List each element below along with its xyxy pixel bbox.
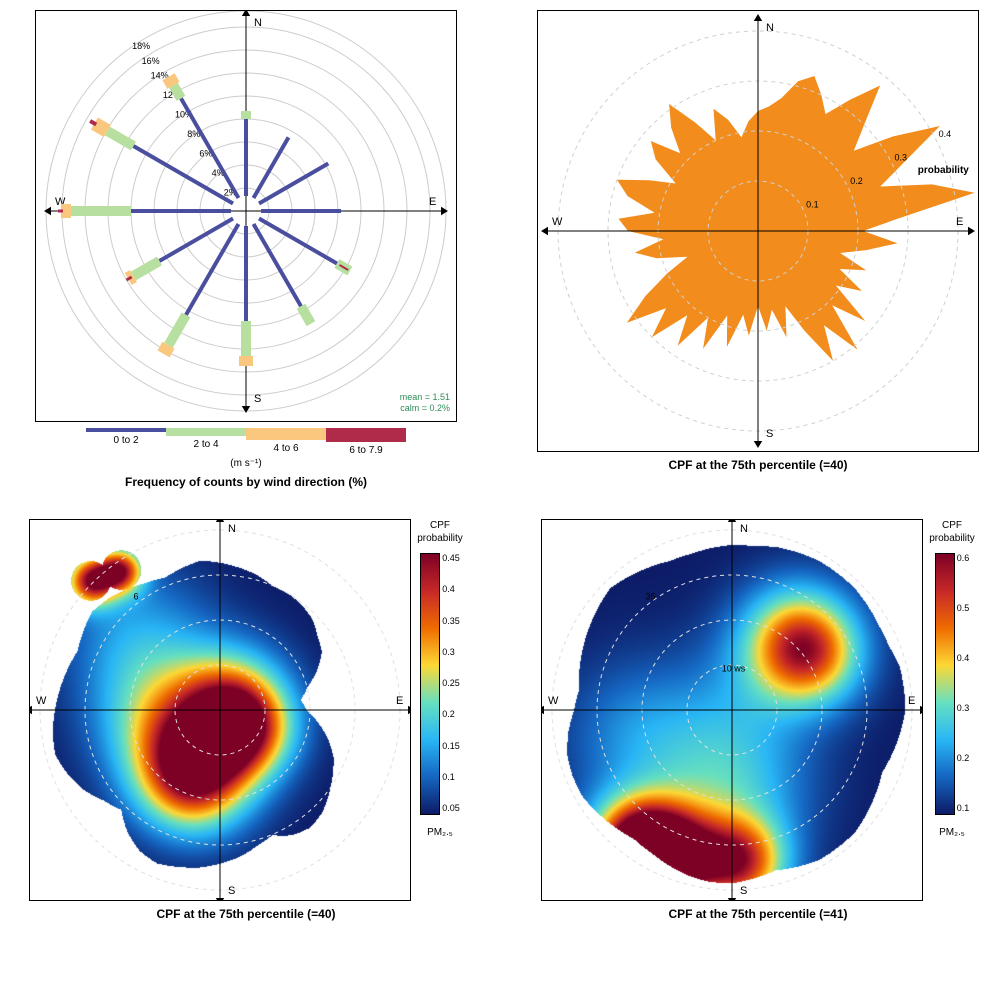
colorbar-2: CPF probability 0.60.50.40.30.20.1 PM₂.₅ [929, 519, 975, 838]
svg-text:W: W [552, 216, 563, 228]
colorbar-title: CPF probability [417, 519, 463, 545]
svg-text:W: W [36, 695, 47, 707]
panel-cpf-heatmap-2: N E S W 35 10 ws CPF probability 0.60.50.40.3… [522, 519, 994, 921]
svg-text:0.3: 0.3 [894, 153, 907, 163]
svg-text:E: E [429, 196, 436, 208]
svg-text:35: 35 [646, 591, 656, 601]
svg-text:N: N [766, 22, 774, 34]
cpf-heatmap-1-chart: N E S W 6 [29, 519, 411, 901]
svg-text:S: S [228, 885, 235, 897]
svg-text:S: S [254, 393, 261, 405]
svg-text:16%: 16% [142, 56, 160, 66]
svg-text:probability: probability [918, 165, 970, 176]
caption-4: CPF at the 75th percentile (=41) [668, 907, 847, 921]
stat-calm: calm = 0.2% [400, 403, 450, 415]
svg-text:0.4: 0.4 [939, 129, 952, 139]
svg-text:0.2: 0.2 [850, 176, 863, 186]
colorbar-title: CPF probability [929, 519, 975, 545]
svg-text:6: 6 [134, 591, 139, 601]
colorbar-bottom-label: PM₂.₅ [939, 827, 965, 838]
svg-text:N: N [740, 523, 748, 535]
svg-text:10 ws: 10 ws [722, 664, 746, 674]
svg-text:0.1: 0.1 [806, 200, 819, 210]
svg-text:N: N [254, 17, 262, 29]
stat-mean: mean = 1.51 [400, 392, 450, 404]
svg-text:E: E [908, 695, 915, 707]
svg-text:S: S [740, 885, 747, 897]
windrose-stats: mean = 1.51 calm = 0.2% [400, 392, 450, 415]
svg-text:E: E [396, 695, 403, 707]
svg-text:E: E [956, 216, 963, 228]
legend-unit: (m s⁻¹) [230, 458, 261, 469]
colorbar-bottom-label: PM₂.₅ [427, 827, 453, 838]
panel-cpf-heatmap-1: N E S W 6 CPF probability 0.450.40.350.30.25… [10, 519, 482, 921]
colorbar-1: CPF probability 0.450.40.350.30.250.20.1… [417, 519, 463, 838]
caption-3: CPF at the 75th percentile (=40) [156, 907, 335, 921]
svg-text:S: S [766, 428, 773, 440]
cpf-polar-chart: 0.1 0.2 0.3 0.4 probability N E S W [537, 10, 979, 452]
windrose-chart: NESW2%4%6%8%10%12%14%16%18% mean = 1.51 … [35, 10, 457, 422]
svg-text:N: N [228, 523, 236, 535]
svg-text:18%: 18% [132, 41, 150, 51]
caption-2: CPF at the 75th percentile (=40) [668, 458, 847, 472]
svg-text:W: W [548, 695, 559, 707]
caption-1: Frequency of counts by wind direction (%… [125, 475, 367, 489]
windrose-legend: 0 to 22 to 44 to 66 to 7.9 [86, 428, 406, 456]
panel-windrose: NESW2%4%6%8%10%12%14%16%18% mean = 1.51 … [10, 10, 482, 489]
cpf-heatmap-2-chart: N E S W 35 10 ws [541, 519, 923, 901]
panel-cpf-polar: 0.1 0.2 0.3 0.4 probability N E S W CPF at the 7… [522, 10, 994, 489]
